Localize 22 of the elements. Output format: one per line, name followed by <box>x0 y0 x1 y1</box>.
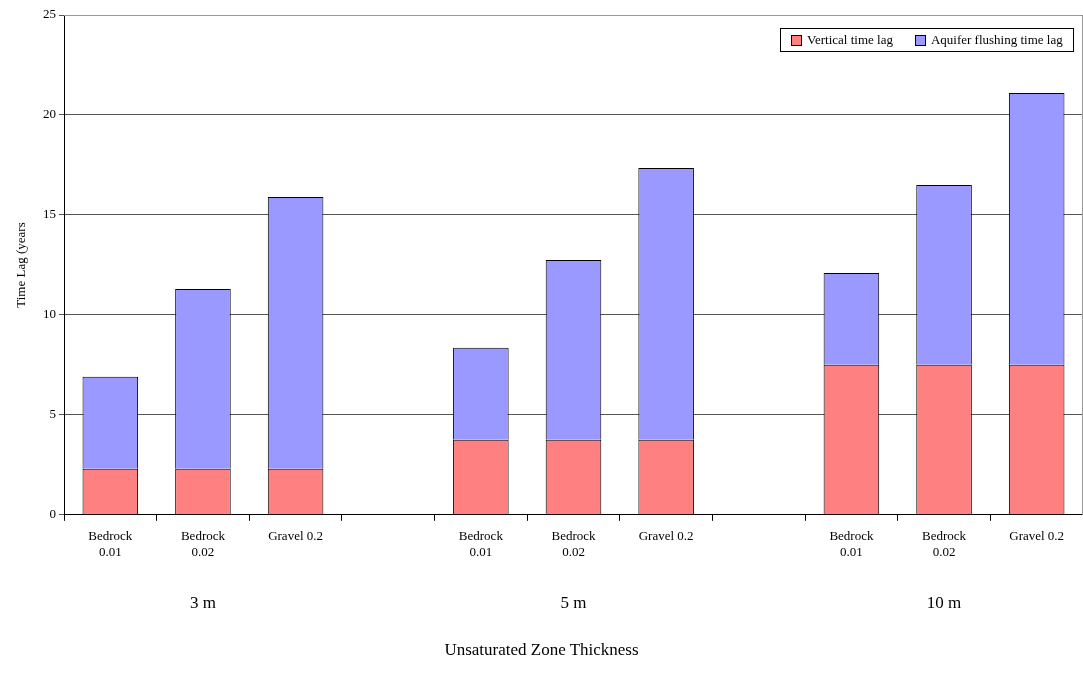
x-tick-label: Gravel 0.2 <box>268 528 324 544</box>
x-tick-label: Bedrock 0.02 <box>551 528 597 559</box>
text: 5 m <box>560 592 587 613</box>
x-tick-label: Bedrock 0.02 <box>922 528 967 559</box>
x-tick-label: Bedrock 0.01 <box>88 528 133 559</box>
x-tick-label: Gravel 0.2 <box>638 528 694 544</box>
text: 3 m <box>189 592 216 613</box>
y-tick-label: 15 <box>43 206 56 222</box>
x-tick-label: Gravel 0.2 <box>1009 528 1065 544</box>
y-tick-label: 10 <box>43 306 56 322</box>
y-tick-label: 25 <box>43 6 56 22</box>
x-tick-label: Bedrock 0.02 <box>180 528 226 559</box>
x-axis-title: Unsaturated Zone Thickness <box>443 640 640 660</box>
y-tick-label: 5 <box>49 406 56 422</box>
text: 10 m <box>926 592 962 613</box>
y-tick-label: 20 <box>43 106 56 122</box>
y-axis-title: Time Lag (years <box>12 222 29 308</box>
legend-label: Vertical time lag <box>807 32 893 48</box>
legend-label: Aquifer flushing time lag <box>930 32 1063 48</box>
x-tick-label: Bedrock 0.01 <box>829 528 874 559</box>
x-tick-label: Bedrock 0.01 <box>458 528 504 559</box>
y-tick-label: 0 <box>49 506 56 522</box>
